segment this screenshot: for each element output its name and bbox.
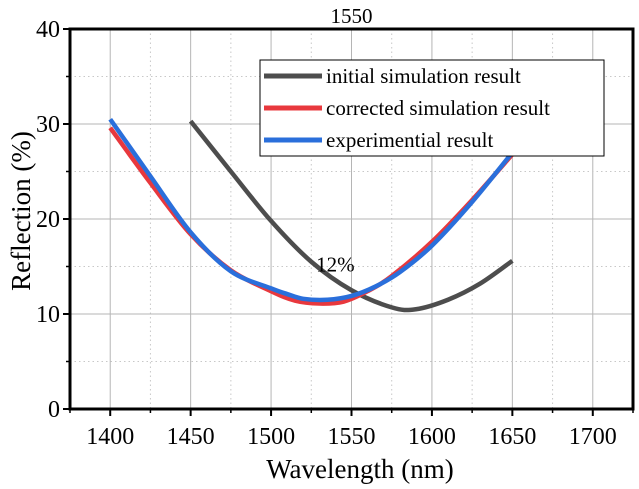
- y-tick-label: 0: [48, 397, 60, 423]
- y-tick-label: 10: [36, 302, 60, 328]
- y-tick-label: 30: [36, 112, 60, 138]
- axis-ticks: 1400 1450 1500 1550 1600 1650 1700 0 10 20 30 40: [36, 17, 634, 450]
- x-tick-label: 1500: [247, 424, 295, 450]
- annotation-2: 12%: [316, 252, 355, 276]
- legend-label-2: corrected simulation result: [326, 96, 550, 120]
- y-tick-label: 20: [36, 207, 60, 233]
- series-lines: [108, 117, 515, 313]
- legend-label-3: experimential result: [326, 128, 494, 152]
- annotation-1: 1550: [331, 4, 373, 28]
- x-axis-label: Wavelength (nm): [266, 454, 454, 484]
- x-tick-label: 1400: [86, 424, 134, 450]
- x-tick-label: 1550: [328, 424, 376, 450]
- series-line-3: [108, 117, 515, 303]
- series-line-1: [188, 119, 514, 313]
- x-tick-label: 1600: [408, 424, 456, 450]
- y-tick-label: 40: [36, 17, 60, 43]
- legend: initial simulation result corrected simul…: [259, 59, 605, 157]
- x-tick-label: 1650: [488, 424, 536, 450]
- legend-label-1: initial simulation result: [326, 64, 521, 88]
- x-tick-label: 1450: [167, 424, 215, 450]
- y-axis-label: Reflection (%): [6, 131, 36, 291]
- annotations: 1550 12%: [316, 4, 372, 276]
- x-tick-label: 1700: [569, 424, 617, 450]
